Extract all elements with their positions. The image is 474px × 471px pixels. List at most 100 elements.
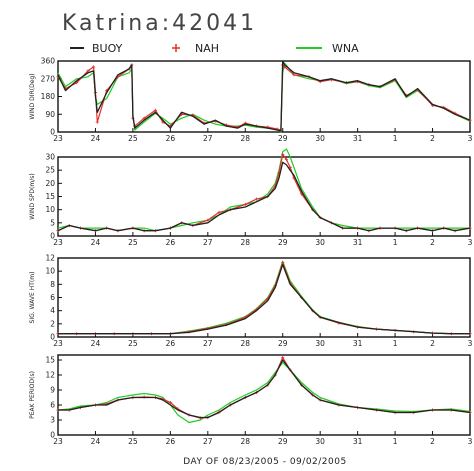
- x-tick-label: 3: [468, 238, 473, 247]
- y-tick-label: 6: [50, 293, 55, 302]
- x-tick-label: 28: [240, 238, 250, 247]
- x-tick-label: 2: [430, 339, 435, 348]
- y-tick-label: 360: [41, 57, 56, 66]
- x-tick-label: 31: [353, 339, 363, 348]
- x-tick-label: 27: [203, 339, 213, 348]
- y-tick-label: 20: [45, 179, 55, 188]
- legend-item-nah: NAH: [172, 42, 219, 55]
- x-tick-label: 23: [53, 238, 63, 247]
- series-line-buoy: [58, 263, 470, 335]
- x-tick-label: 30: [315, 339, 325, 348]
- y-tick-label: 5: [50, 218, 55, 227]
- legend-label-wna: WNA: [332, 42, 359, 55]
- x-tick-label: 24: [91, 134, 101, 143]
- data-point-nah: [283, 65, 287, 69]
- legend-swatch-nah: [172, 44, 180, 52]
- data-point-nah: [217, 210, 221, 214]
- x-tick-label: 2: [430, 437, 435, 446]
- data-point-nah: [95, 120, 99, 124]
- y-tick-label: 12: [45, 371, 55, 380]
- x-tick-label: 31: [353, 134, 363, 143]
- y-tick-label: 90: [45, 110, 55, 119]
- y-tick-label: 0: [50, 232, 55, 241]
- data-point-nah: [243, 202, 247, 206]
- data-point-nah: [254, 197, 259, 201]
- x-tick-label: 30: [315, 437, 325, 446]
- x-tick-label: 25: [128, 339, 138, 348]
- x-tick-label: 24: [91, 238, 101, 247]
- legend-item-wna: WNA: [296, 42, 359, 55]
- x-tick-label: 29: [278, 134, 288, 143]
- x-tick-label: 24: [91, 437, 101, 446]
- data-point-nah: [284, 158, 289, 162]
- data-point-nah: [168, 400, 172, 405]
- y-tick-label: 10: [45, 267, 55, 276]
- panel-frame: [57, 257, 471, 338]
- data-point-nah: [281, 152, 285, 156]
- y-tick-label: 0: [50, 431, 55, 440]
- y-tick-label: 25: [45, 166, 55, 175]
- x-tick-label: 28: [240, 437, 250, 446]
- y-tick-label: 15: [45, 192, 55, 201]
- y-tick-label: 6: [50, 401, 55, 410]
- y-axis-label: WIND DIR(Deg): [29, 73, 36, 119]
- data-point-nah: [153, 108, 157, 112]
- y-tick-label: 0: [50, 128, 55, 137]
- x-tick-label: 29: [278, 437, 288, 446]
- data-point-nah: [206, 218, 210, 222]
- legend-label-buoy: BUOY: [92, 42, 123, 55]
- x-tick-label: 2: [430, 134, 435, 143]
- x-tick-label: 23: [53, 339, 63, 348]
- data-point-nah: [75, 81, 79, 85]
- x-tick-label: 30: [315, 238, 325, 247]
- data-point-nah: [281, 261, 285, 265]
- data-point-nah: [292, 73, 296, 77]
- data-point-nah: [288, 165, 292, 170]
- y-tick-label: 15: [45, 356, 55, 365]
- data-point-nah: [142, 116, 146, 120]
- x-tick-label: 28: [240, 134, 250, 143]
- legend-item-buoy: BUOY: [70, 42, 123, 55]
- x-tick-label: 1: [393, 437, 398, 446]
- y-tick-label: 0: [50, 333, 55, 342]
- x-tick-label: 3: [468, 339, 473, 348]
- y-tick-label: 2: [50, 319, 55, 328]
- y-tick-label: 9: [50, 386, 55, 395]
- series-line-buoy: [58, 359, 471, 419]
- x-tick-label: 3: [468, 134, 473, 143]
- chart-title: Katrina:42041: [62, 11, 257, 36]
- x-axis-label: DAY OF 08/23/2005 - 09/02/2005: [183, 457, 346, 467]
- x-tick-label: 24: [91, 339, 101, 348]
- y-axis-label: SIG. WAVE HT(m): [29, 272, 36, 324]
- panel-frame: [57, 354, 471, 436]
- y-axis-label: PEAK PERIOD(s): [29, 371, 36, 419]
- x-tick-label: 1: [393, 238, 398, 247]
- legend: BUOY NAH WNA: [70, 42, 359, 55]
- x-tick-label: 26: [166, 238, 176, 247]
- x-tick-label: 27: [203, 437, 213, 446]
- x-tick-label: 28: [240, 339, 250, 348]
- series-line-buoy: [57, 161, 471, 232]
- x-tick-label: 25: [128, 238, 138, 247]
- x-tick-label: 23: [53, 134, 63, 143]
- data-point-nah: [281, 355, 285, 360]
- x-tick-label: 1: [393, 339, 398, 348]
- x-tick-label: 26: [166, 437, 176, 446]
- x-tick-label: 30: [315, 134, 325, 143]
- y-tick-label: 3: [50, 416, 55, 425]
- series-line-buoy: [57, 60, 471, 132]
- x-tick-label: 26: [166, 134, 176, 143]
- y-tick-label: 270: [41, 74, 56, 83]
- x-tick-label: 26: [166, 339, 176, 348]
- y-tick-label: 10: [45, 205, 55, 214]
- data-point-nah: [91, 65, 96, 69]
- y-tick-label: 30: [45, 153, 55, 162]
- x-tick-label: 25: [128, 134, 138, 143]
- x-tick-label: 27: [203, 238, 213, 247]
- x-tick-label: 29: [278, 238, 288, 247]
